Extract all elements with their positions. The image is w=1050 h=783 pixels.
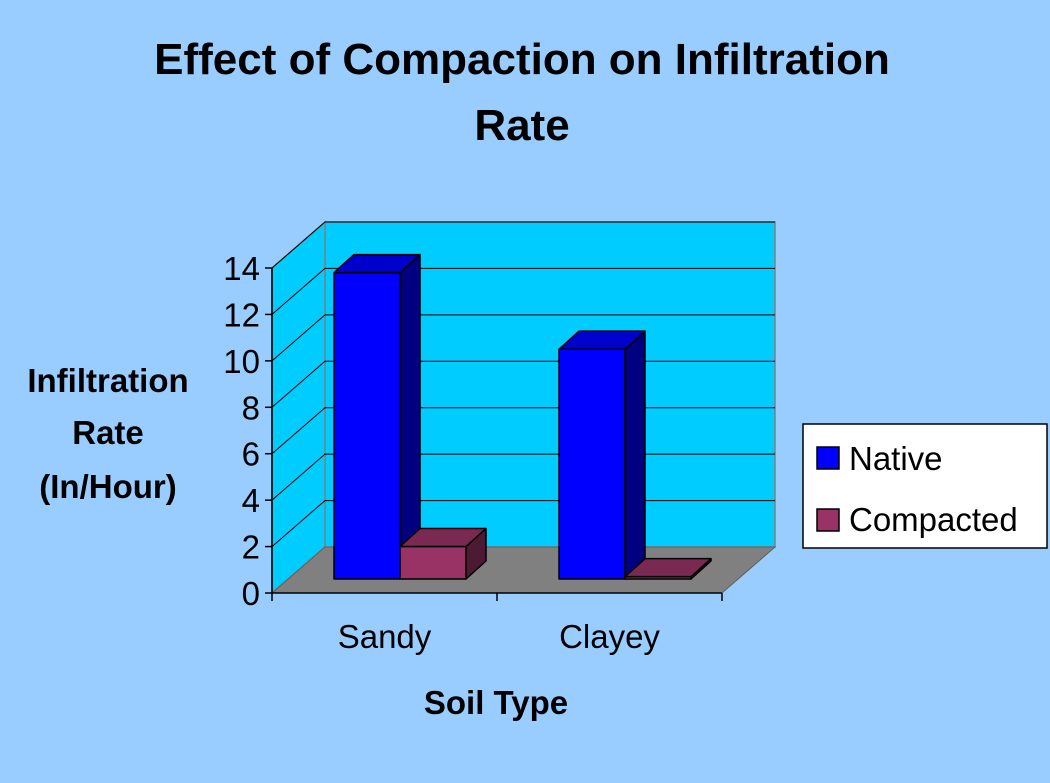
y-axis-title-line-3: (In/Hour) bbox=[39, 468, 176, 505]
bar-compacted-clayey bbox=[624, 557, 712, 580]
y-tick-label: 10 bbox=[223, 343, 260, 380]
legend: Native Compacted bbox=[802, 423, 1048, 549]
gridline bbox=[271, 267, 775, 315]
y-axis-title-line-2: Rate bbox=[72, 414, 144, 451]
legend-swatch-compacted bbox=[816, 508, 840, 532]
y-tick-label: 8 bbox=[242, 389, 260, 426]
chart-title-line-2: Rate bbox=[474, 101, 569, 150]
legend-box bbox=[802, 423, 1048, 549]
bar-top bbox=[558, 330, 646, 350]
legend-label-native: Native bbox=[849, 440, 943, 477]
chart-title: Effect of Compaction on Infiltration Rat… bbox=[154, 35, 890, 150]
bar-side bbox=[624, 330, 646, 580]
bar-front bbox=[399, 545, 467, 580]
y-tick-label: 6 bbox=[242, 436, 260, 473]
side-wall bbox=[271, 220, 326, 595]
gridline bbox=[271, 221, 775, 269]
bar-top bbox=[624, 557, 712, 578]
bar-front bbox=[333, 271, 401, 580]
legend-swatch-native bbox=[816, 446, 840, 470]
gridline bbox=[271, 314, 775, 362]
bar-native-sandy bbox=[333, 253, 421, 580]
chart-title-line-1: Effect of Compaction on Infiltration bbox=[154, 35, 890, 84]
y-tick-label: 4 bbox=[242, 482, 260, 519]
x-axis-title: Soil Type bbox=[424, 684, 568, 721]
y-tick-label: 12 bbox=[223, 296, 260, 333]
bar-top bbox=[333, 253, 421, 274]
x-tick-label: Clayey bbox=[559, 618, 660, 655]
y-tick-label: 14 bbox=[223, 250, 260, 287]
bar-front bbox=[558, 348, 626, 580]
bar-top bbox=[399, 527, 487, 548]
y-tick-label: 0 bbox=[242, 575, 260, 612]
y-tick-label: 2 bbox=[242, 529, 260, 566]
x-tick-label: Sandy bbox=[338, 618, 432, 655]
bar-compacted-sandy bbox=[399, 527, 487, 580]
y-axis-title-line-1: Infiltration bbox=[27, 362, 188, 399]
y-axis-title: Infiltration Rate (In/Hour) bbox=[27, 362, 188, 505]
plot-area: 0 2 4 6 8 10 12 14 Sandy Clayey bbox=[223, 220, 777, 655]
legend-label-compacted: Compacted bbox=[849, 501, 1018, 538]
bar-native-clayey bbox=[558, 330, 646, 580]
